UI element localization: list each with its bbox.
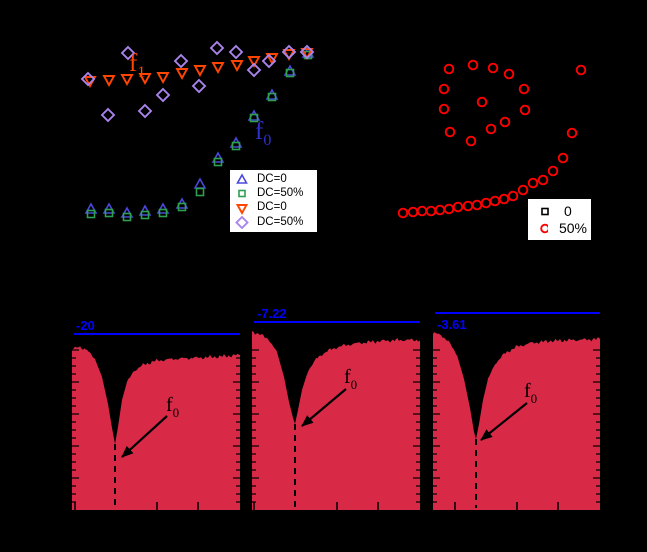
legend-marker-triangle-down-icon: [235, 203, 249, 215]
top-left-scatter-series-f1-dc-50-: [80, 40, 315, 123]
legend-item: DC=0: [234, 173, 313, 186]
top-right-scatter-series-50-: [397, 59, 587, 219]
legend-top-left: DC=0 DC=50% DC=0 DC=50%: [230, 170, 317, 232]
legend-item-label: DC=50%: [257, 187, 304, 200]
spectrum-middle-f0-arrow: [301, 388, 347, 427]
spectrum-middle-reference-value: -7.22: [257, 306, 287, 321]
spectrum-right-fill: [433, 332, 600, 510]
spectrum-right-reference-value: -3.61: [437, 317, 467, 332]
legend-item: DC=0: [234, 202, 313, 215]
spectrum-left-reference-value: -20: [76, 318, 95, 333]
legend-item: 0: [532, 204, 587, 218]
legend-marker-square-icon: [238, 190, 246, 198]
legend-marker-diamond-icon: [235, 215, 249, 229]
legend-item-label: DC=50%: [257, 215, 304, 228]
top-left-scatter-annotation-f0: f0: [255, 118, 271, 149]
legend-item-label: DC=0: [257, 201, 287, 214]
spectrum-right-f0-arrow: [480, 402, 528, 441]
legend-item: DC=50%: [234, 187, 313, 200]
legend-item-label: 50%: [558, 220, 587, 236]
legend-top-right: 0 50%: [528, 199, 591, 240]
spectrum-middle-axis-ticks: [252, 349, 420, 510]
legend-item-label: 0: [564, 203, 572, 219]
spectrum-left-f0-arrow: [121, 415, 168, 458]
legend-item-label: DC=0: [257, 172, 287, 185]
legend-item: DC=50%: [234, 215, 313, 229]
legend-item: 50%: [532, 221, 587, 235]
top-left-scatter-annotation-f1: f1: [129, 50, 145, 81]
legend-marker-triangle-up-icon: [236, 173, 248, 184]
spectrum-left-fill: [72, 346, 240, 510]
spectrum-right-axis-ticks: [433, 349, 600, 510]
top-left-scatter-series-f0-dc-50-: [86, 50, 313, 222]
legend-marker-circle-icon: [540, 223, 548, 233]
spectrum-left-axis-ticks: [72, 349, 240, 510]
top-right-scatter-series-0: [398, 60, 577, 218]
legend-marker-square-icon: [541, 207, 549, 215]
spectrum-middle-fill: [252, 331, 420, 510]
